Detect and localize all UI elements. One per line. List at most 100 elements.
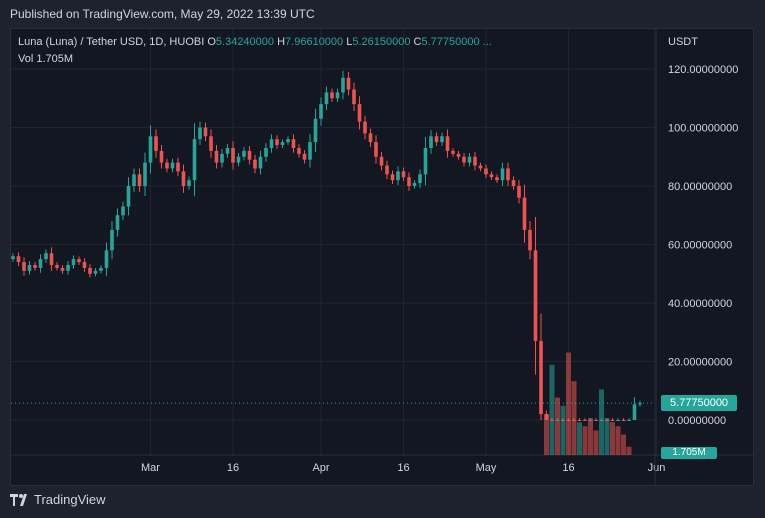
axis-unit: USDT — [668, 36, 698, 48]
candle-body — [165, 162, 169, 169]
candle-body — [544, 414, 549, 420]
candle-body — [550, 419, 554, 421]
candle-body — [423, 147, 428, 175]
x-tick-label: 16 — [562, 462, 574, 474]
candle-body — [418, 174, 422, 184]
candle-body — [302, 153, 307, 160]
candle-body — [368, 133, 373, 143]
candle-body — [27, 264, 32, 271]
candle-body — [434, 136, 439, 143]
candle-body — [110, 229, 114, 251]
candle-body — [566, 419, 571, 421]
candle-body — [517, 186, 521, 198]
candle-body — [181, 171, 186, 186]
candle-body — [308, 142, 312, 160]
x-tick-label: Apr — [312, 462, 329, 474]
y-tick-label: 100.00000000 — [668, 123, 738, 135]
candle-body — [632, 404, 637, 420]
candle-body — [264, 147, 268, 157]
y-tick-label: 20.00000000 — [668, 357, 732, 369]
candle-body — [291, 139, 296, 148]
candle-body — [176, 162, 180, 172]
candle-body — [159, 150, 164, 163]
candle-body — [528, 229, 532, 251]
candle-body — [379, 156, 384, 166]
candle-body — [242, 150, 246, 157]
candle-body — [225, 147, 230, 154]
candle-body — [583, 419, 587, 421]
volume-bar — [604, 418, 610, 455]
legend-high-label: H — [277, 36, 286, 48]
candle-body — [192, 139, 197, 181]
volume-bar — [610, 422, 615, 455]
candle-body — [599, 419, 604, 421]
candle-body — [247, 150, 252, 160]
volume-legend: Vol 1.705M — [18, 53, 73, 65]
candle-body — [82, 262, 87, 268]
candle-body — [478, 165, 483, 169]
candle-body — [286, 139, 290, 143]
candle-body — [484, 168, 488, 175]
candle-body — [341, 77, 345, 93]
x-tick-label: May — [476, 462, 497, 474]
candle-body — [121, 206, 125, 216]
volume-bar — [588, 418, 593, 455]
candle-body — [401, 171, 406, 178]
candle-body — [357, 104, 362, 122]
candle-body — [115, 215, 120, 230]
vol-label: Vol — [18, 53, 34, 65]
ohlc-legend: Luna (Luna) / Tether USD, 1D, HUOBI O5.3… — [18, 36, 492, 48]
candle-body — [143, 162, 147, 186]
candle-body — [313, 118, 318, 143]
candle-body — [22, 262, 26, 271]
candle-body — [533, 250, 538, 342]
candle-body — [11, 256, 15, 260]
candle-body — [269, 139, 274, 148]
candle-body — [396, 171, 400, 181]
candle-body — [610, 419, 615, 421]
candle-body — [572, 419, 576, 421]
legend-open-label: O — [207, 36, 216, 48]
candle-body — [330, 92, 334, 99]
x-tick-label: Jun — [648, 462, 666, 474]
y-tick-label: 60.00000000 — [668, 240, 732, 252]
candle-body — [511, 180, 516, 186]
candle-body — [209, 136, 213, 151]
candle-body — [456, 153, 461, 157]
volume-bar — [544, 414, 549, 455]
candle-body — [594, 419, 598, 421]
candle-body — [148, 136, 153, 163]
candle-body — [522, 197, 527, 230]
chart-panel[interactable] — [10, 28, 754, 486]
candle-body — [445, 136, 450, 151]
candle-body — [38, 259, 43, 268]
candle-body — [462, 156, 466, 163]
candle-body — [390, 174, 395, 181]
legend-low-value: 5.26150000 — [352, 36, 411, 48]
candle-body — [451, 150, 455, 154]
candle-body — [154, 136, 158, 151]
legend-symbol: Luna (Luna) / Tether USD, 1D, HUOBI — [18, 36, 205, 48]
volume-bar — [593, 430, 599, 455]
candle-body — [363, 121, 367, 134]
candle-body — [605, 419, 609, 421]
candle-body — [55, 264, 59, 268]
tradingview-logo-icon — [10, 493, 27, 506]
candle-body — [324, 92, 329, 105]
volume-bar — [555, 397, 560, 455]
last-price-tag: 5.77750000 — [661, 395, 737, 411]
candle-body — [638, 403, 642, 405]
footer-brand[interactable]: TradingView — [10, 492, 106, 507]
volume-bar — [566, 352, 571, 455]
brand-name: TradingView — [34, 492, 106, 507]
candle-body — [60, 267, 65, 271]
candle-body — [16, 256, 21, 263]
legend-close-label: C — [413, 36, 422, 48]
candle-body — [253, 159, 257, 169]
candle-body — [126, 186, 131, 207]
candle-body — [220, 153, 224, 163]
candle-body — [104, 250, 109, 268]
candle-body — [170, 162, 175, 169]
x-tick-label: 16 — [397, 462, 409, 474]
